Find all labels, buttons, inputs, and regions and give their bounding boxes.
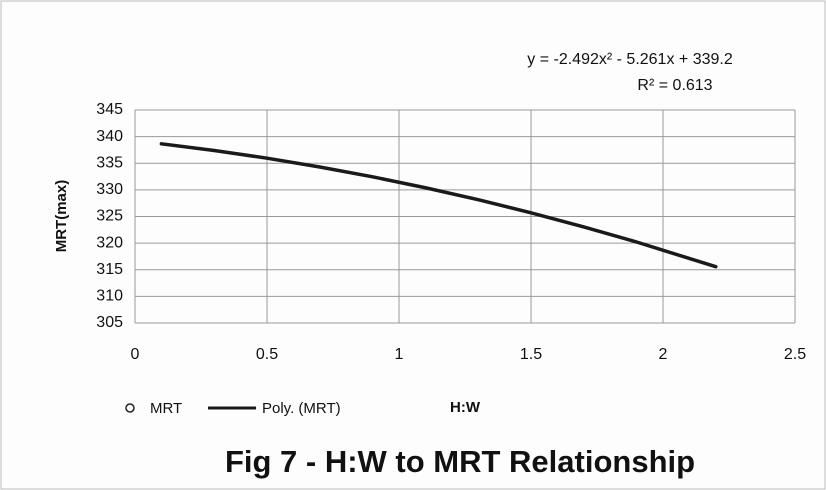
x-axis-label: H:W: [450, 399, 481, 416]
y-tick-label: 315: [96, 261, 123, 278]
x-tick-label: 2.5: [784, 346, 806, 363]
y-tick-label: 310: [96, 288, 123, 305]
x-tick-label: 2: [659, 346, 668, 363]
legend-label: Poly. (MRT): [262, 400, 341, 417]
y-tick-label: 335: [96, 154, 123, 171]
y-tick-label: 345: [96, 101, 123, 118]
x-tick-label: 1: [395, 346, 404, 363]
equation: y = -2.492x² - 5.261x + 339.2: [527, 51, 733, 68]
trend-line: [159, 142, 718, 269]
x-tick-label: 0: [131, 346, 140, 363]
y-tick-label: 305: [96, 314, 123, 331]
legend-label: MRT: [150, 400, 182, 417]
y-axis-label: MRT(max): [53, 180, 70, 253]
y-tick-label: 340: [96, 128, 123, 145]
y-tick-label: 320: [96, 234, 123, 251]
y-tick-label: 330: [96, 181, 123, 198]
legend-marker: [125, 403, 135, 413]
x-tick-label: 0.5: [256, 346, 278, 363]
x-tick-label: 1.5: [520, 346, 542, 363]
figure-caption: Fig 7 - H:W to MRT Relationship: [225, 444, 695, 479]
r-squared: R² = 0.613: [637, 77, 712, 94]
y-tick-label: 325: [96, 208, 123, 225]
